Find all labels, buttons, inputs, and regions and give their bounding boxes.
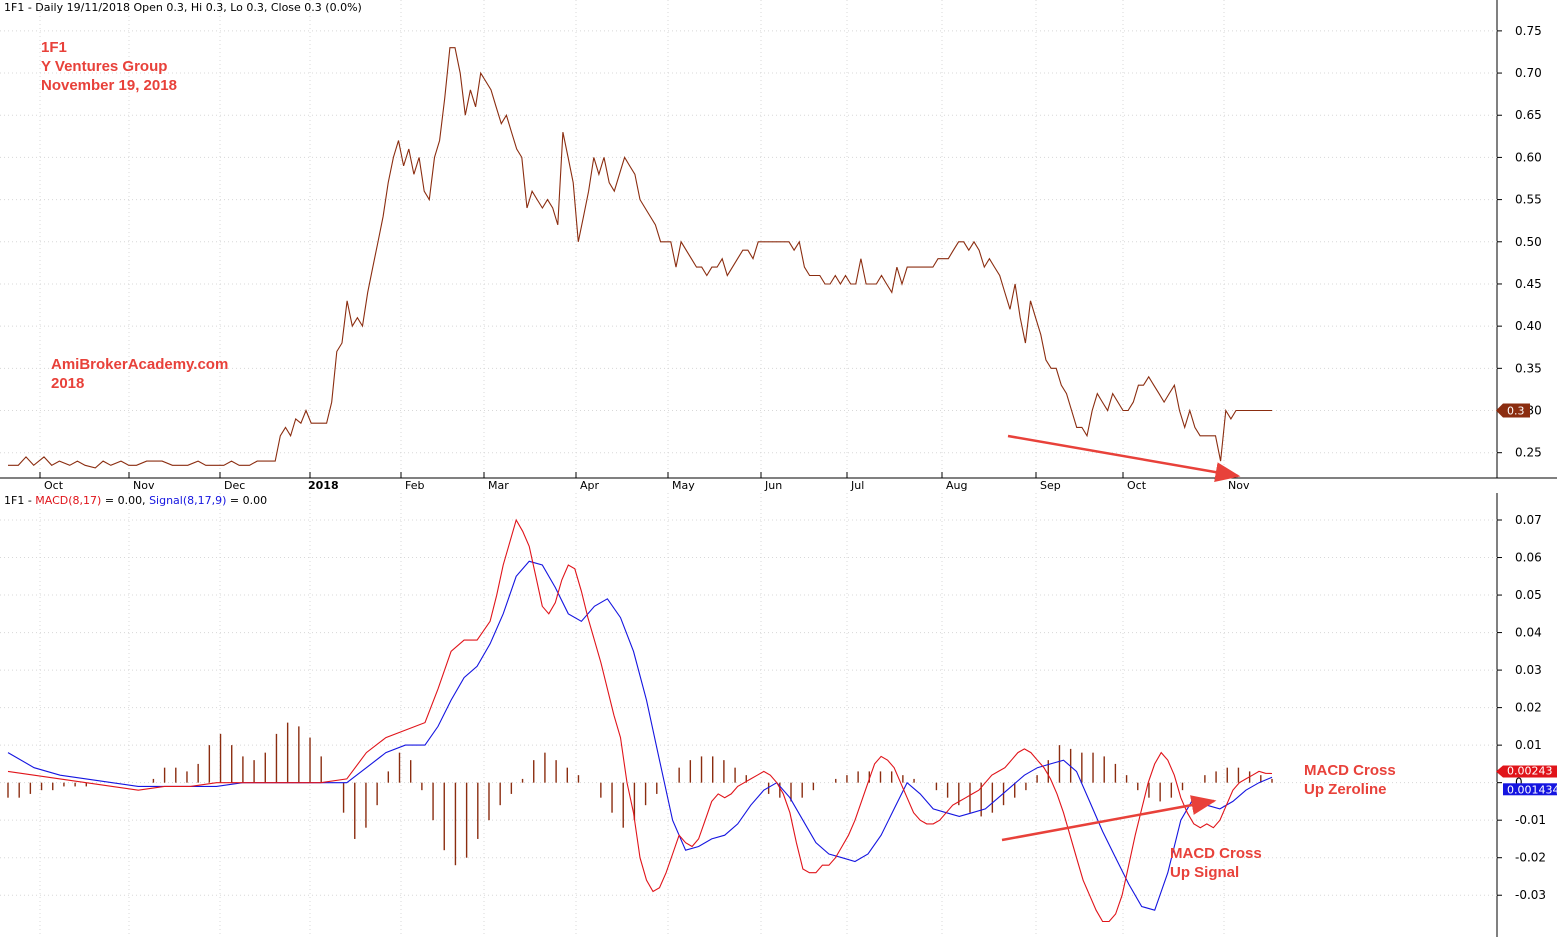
- macd-cross-arrow: [1001, 795, 1217, 842]
- macd-header: 1F1 - MACD(8,17) = 0.00, Signal(8,17,9) …: [4, 494, 267, 507]
- macd-y-tick-label: 0.06: [1515, 551, 1542, 565]
- price-x-tick-label: May: [672, 479, 695, 492]
- price-x-tick-label: Apr: [580, 479, 600, 492]
- macd-value: = 0.00,: [101, 494, 150, 507]
- macd-chart: 0.07 0.06 0.05 0.04 0.03 0.02 0.01 0 -0.01 -0.02 -…: [0, 493, 1557, 937]
- price-chart: 0.75 0.70 0.65 0.60 0.55 0.50 0.45 0.40 0.35 0.3 0…: [0, 0, 1557, 492]
- price-x-tick-label: Sep: [1040, 479, 1061, 492]
- price-x-tick-label: Aug: [946, 479, 967, 492]
- price-x-tick-label: Jul: [850, 479, 864, 492]
- price-chart-panel: 0.75 0.70 0.65 0.60 0.55 0.50 0.45 0.40 0.35 0.3 0…: [0, 0, 1557, 492]
- macd-chart-panel: 0.07 0.06 0.05 0.04 0.03 0.02 0.01 0 -0.01 -0.02 -…: [0, 493, 1557, 937]
- price-y-tick-label: 0.25: [1515, 446, 1542, 460]
- price-x-tick-label: 2018: [308, 479, 339, 492]
- price-series-line: [8, 47, 1272, 469]
- price-header: 1F1 - Daily 19/11/2018 Open 0.3, Hi 0.3,…: [4, 1, 362, 14]
- annotation-signal-block: MACD Cross Up Signal: [1170, 844, 1262, 882]
- price-trend-arrow: [1007, 434, 1241, 482]
- macd-series-line: [7, 518, 1273, 923]
- macd-y-tick-label: -0.01: [1515, 813, 1546, 827]
- price-y-tick-label: 0.45: [1515, 277, 1542, 291]
- macd-y-tick-label: -0.03: [1515, 888, 1546, 902]
- annotation-zeroline-line2: Up Zeroline: [1304, 781, 1387, 798]
- macd-y-tick-label: 0.03: [1515, 663, 1542, 677]
- price-x-tick-label: Nov: [133, 479, 155, 492]
- price-y-tick-label: 0.65: [1515, 108, 1542, 122]
- price-x-tick-label: Nov: [1228, 479, 1250, 492]
- annotation-signal-line2: Up Signal: [1170, 864, 1240, 881]
- annotation-year: 2018: [51, 375, 85, 392]
- price-x-tick-label: Oct: [44, 479, 64, 492]
- price-y-tick-label: 0.35: [1515, 361, 1542, 375]
- price-y-tick-label: 0.60: [1515, 150, 1542, 164]
- annotation-date: November 19, 2018: [41, 77, 177, 94]
- price-last-value-label: 0.3: [1507, 405, 1525, 418]
- price-x-tick-label: Feb: [405, 479, 424, 492]
- macd-y-tick-label: 0: [1515, 776, 1523, 790]
- macd-y-tick-label: 0.02: [1515, 701, 1542, 715]
- signal-series-line: [7, 560, 1273, 911]
- signal-label: Signal(8,17,9): [149, 494, 227, 507]
- price-x-tick-label: Oct: [1127, 479, 1147, 492]
- signal-value: = 0.00: [226, 494, 268, 507]
- price-y-tick-label: 0.55: [1515, 193, 1542, 207]
- annotation-website: AmiBrokerAcademy.com: [51, 356, 229, 373]
- macd-y-tick-label: 0.04: [1515, 626, 1542, 640]
- signal-last-value-tag: [1503, 783, 1557, 796]
- annotation-zeroline-line1: MACD Cross: [1304, 762, 1396, 779]
- price-last-value-tag: [1496, 403, 1530, 418]
- annotation-top-block: 1F1 Y Ventures Group November 19, 2018: [41, 38, 177, 95]
- annotation-zeroline-block: MACD Cross Up Zeroline: [1304, 761, 1396, 799]
- price-y-tick-label: 0.70: [1515, 66, 1542, 80]
- macd-y-tick-label: 0.07: [1515, 513, 1542, 527]
- macd-header-prefix: 1F1 -: [4, 494, 36, 507]
- macd-last-value-label: 0.00243: [1507, 765, 1553, 778]
- price-y-tick-label: 0.75: [1515, 24, 1542, 38]
- annotation-ticker: 1F1: [41, 39, 67, 56]
- annotation-company: Y Ventures Group: [41, 58, 168, 75]
- annotation-mid-block: AmiBrokerAcademy.com 2018: [51, 355, 228, 393]
- annotation-signal-line1: MACD Cross: [1170, 845, 1262, 862]
- macd-last-value-tag: [1496, 765, 1557, 778]
- macd-label: MACD(8,17): [35, 494, 102, 507]
- macd-y-tick-label: -0.02: [1515, 851, 1546, 865]
- price-y-tick-label: 0.40: [1515, 319, 1542, 333]
- macd-y-tick-label: 0.01: [1515, 738, 1542, 752]
- price-x-tick-label: Mar: [488, 479, 509, 492]
- price-y-tick-label: 0.50: [1515, 235, 1542, 249]
- price-x-tick-label: Jun: [764, 479, 782, 492]
- signal-last-value-label: 0.001434: [1507, 783, 1557, 796]
- price-x-tick-label: Dec: [224, 479, 245, 492]
- macd-y-tick-label: 0.05: [1515, 588, 1542, 602]
